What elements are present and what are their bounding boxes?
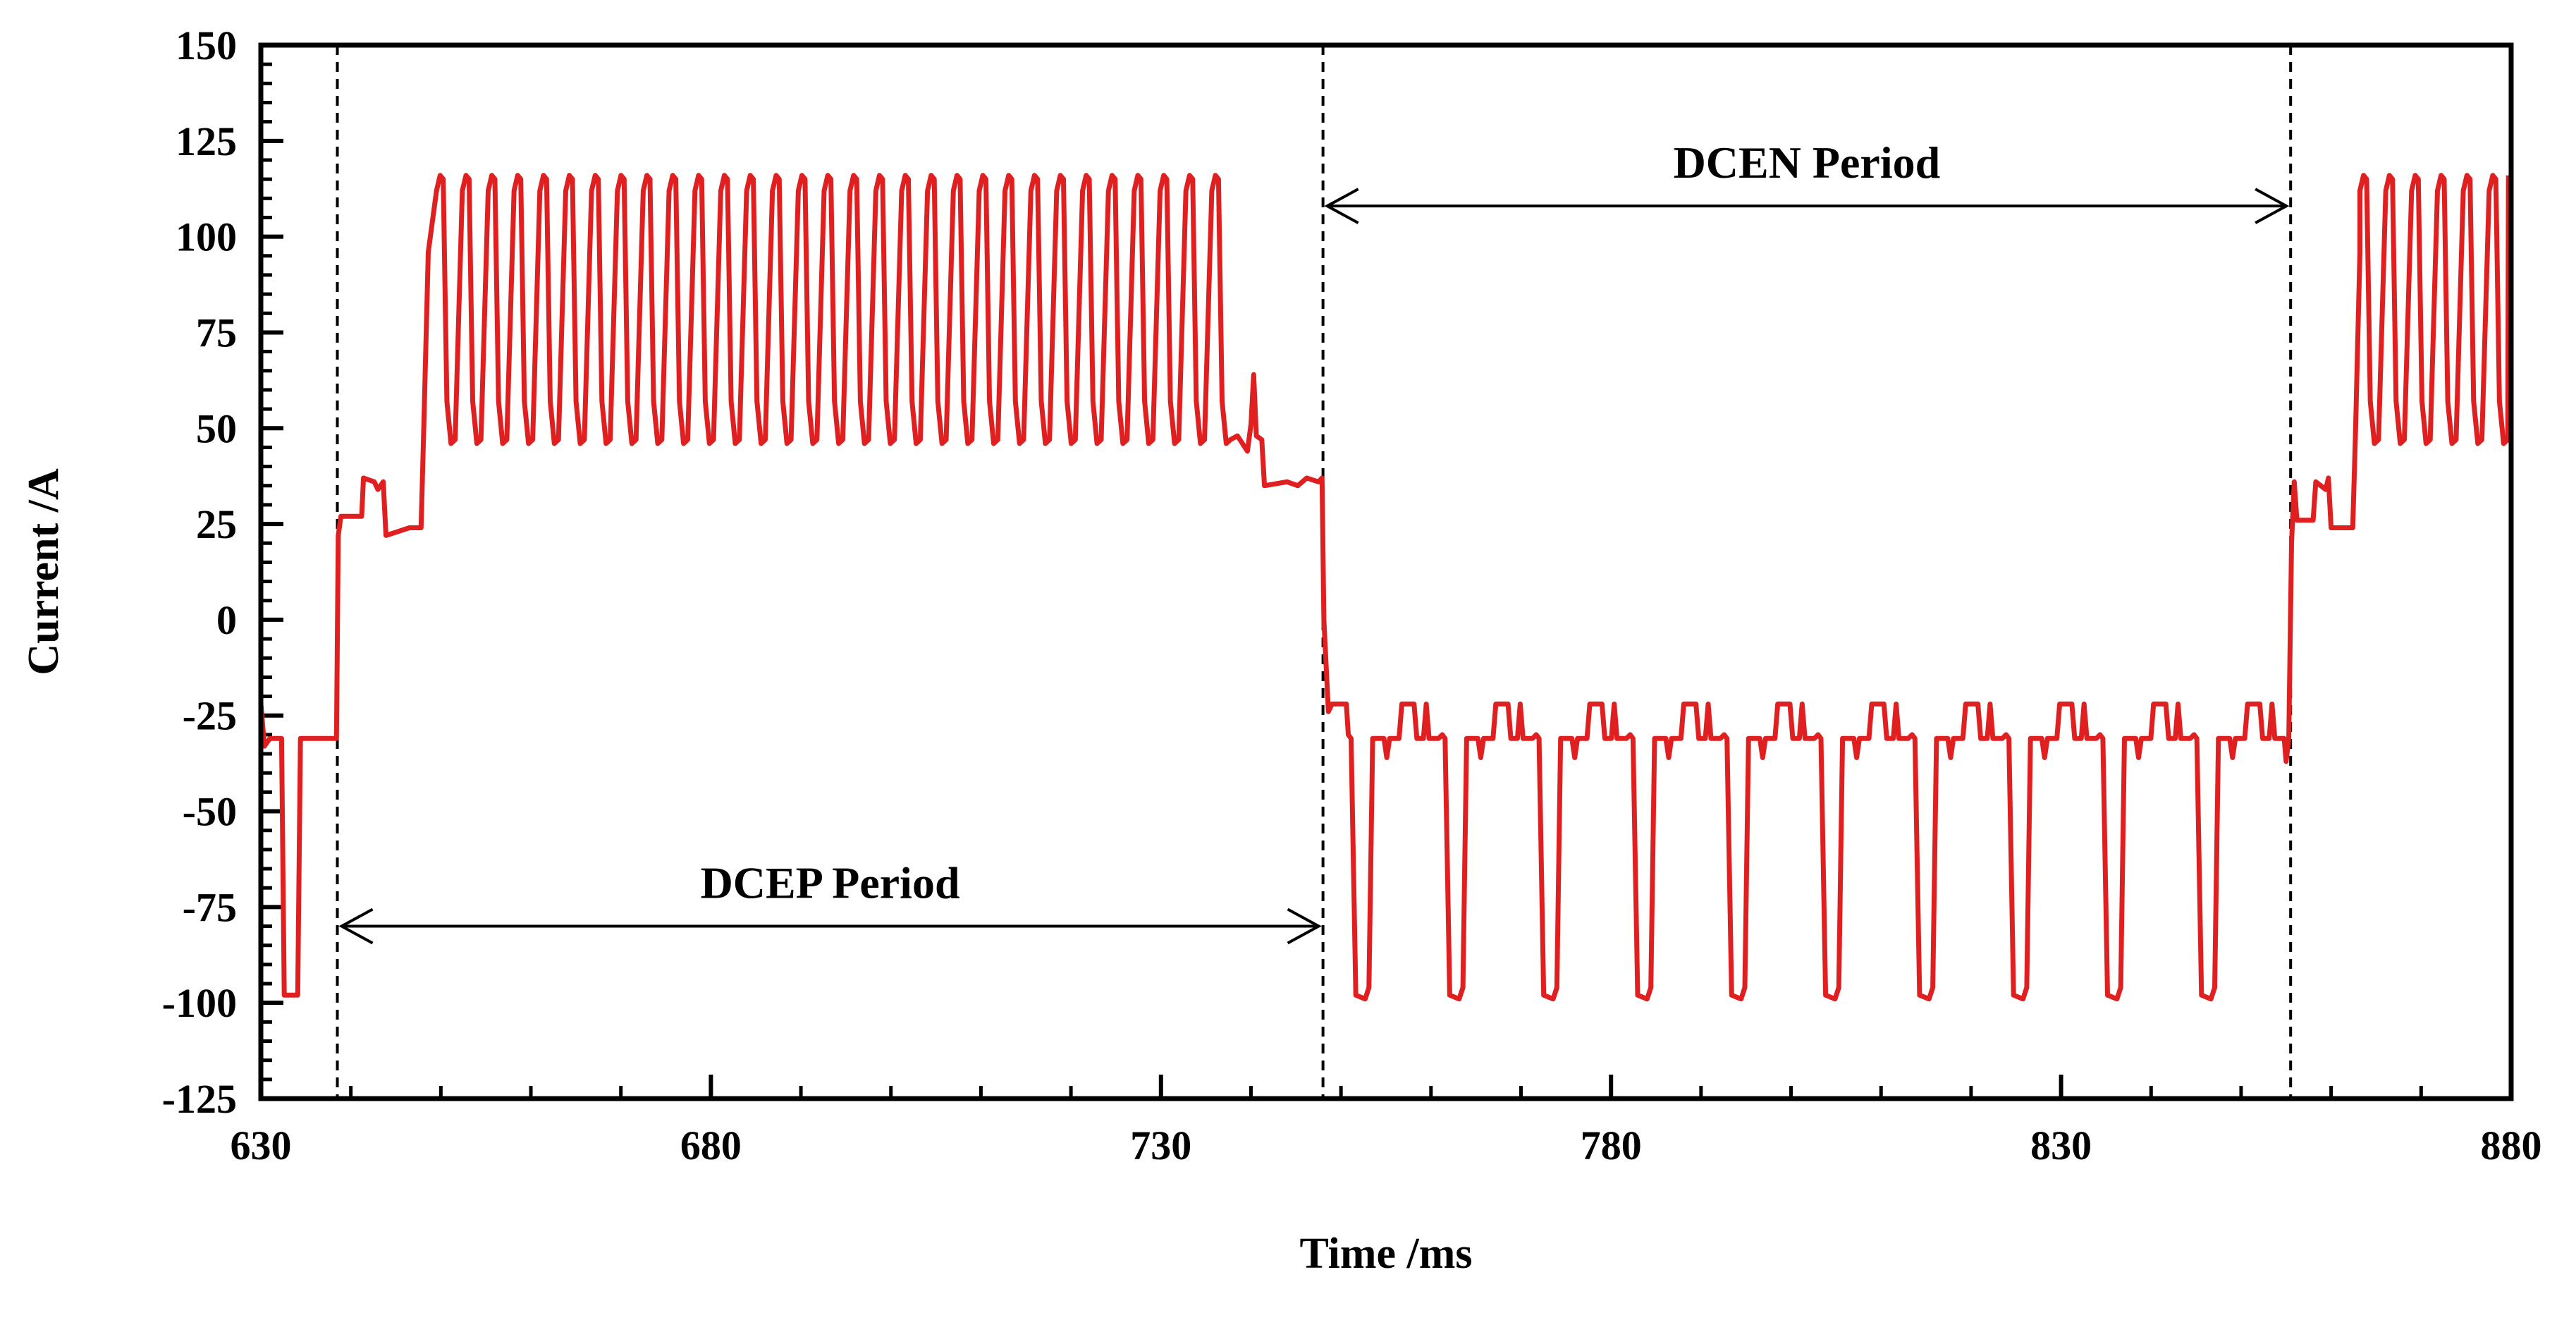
dcen-period-label: DCEN Period	[1674, 138, 1941, 188]
y-axis-title: Current /A	[20, 468, 68, 676]
y-tick-label: 25	[196, 501, 237, 547]
y-tick-label: -125	[162, 1076, 237, 1122]
y-tick-labels: 150 125 100 75 50 25 0 -25 -50 -75 -100 -125	[162, 23, 237, 1122]
y-tick-label: 100	[176, 214, 237, 260]
y-tick-label: 0	[216, 597, 237, 643]
plot-area-frame	[258, 42, 2514, 1101]
y-tick-label: 150	[176, 23, 237, 68]
y-tick-label: -100	[162, 980, 237, 1026]
y-tick-label: 50	[196, 405, 237, 451]
y-tick-label: -75	[183, 884, 237, 930]
x-tick-labels: 630 680 730 780 830 880	[231, 1123, 2542, 1168]
arrowhead-right	[2255, 188, 2290, 224]
x-tick-label: 730	[1130, 1123, 1191, 1168]
y-tick-label: -50	[183, 789, 237, 835]
arrowhead-left	[338, 908, 374, 945]
x-tick-label: 830	[2030, 1123, 2092, 1168]
arrowhead-left	[1324, 188, 1359, 224]
x-tick-label: 680	[680, 1123, 742, 1168]
period-arrows	[338, 188, 2290, 945]
x-axis-title: Time /ms	[1299, 1230, 1472, 1278]
period-markers	[336, 45, 2293, 1099]
current-waveform-line	[258, 173, 2511, 1002]
dcep-period-label: DCEP Period	[701, 858, 960, 908]
y-tick-label: 125	[176, 118, 237, 164]
arrowhead-right	[1287, 908, 1322, 945]
x-tick-label: 630	[231, 1123, 292, 1168]
x-tick-label: 880	[2481, 1123, 2542, 1168]
y-tick-label: -25	[183, 693, 237, 739]
y-tick-label: 75	[196, 310, 237, 355]
x-tick-label: 780	[1581, 1123, 1642, 1168]
